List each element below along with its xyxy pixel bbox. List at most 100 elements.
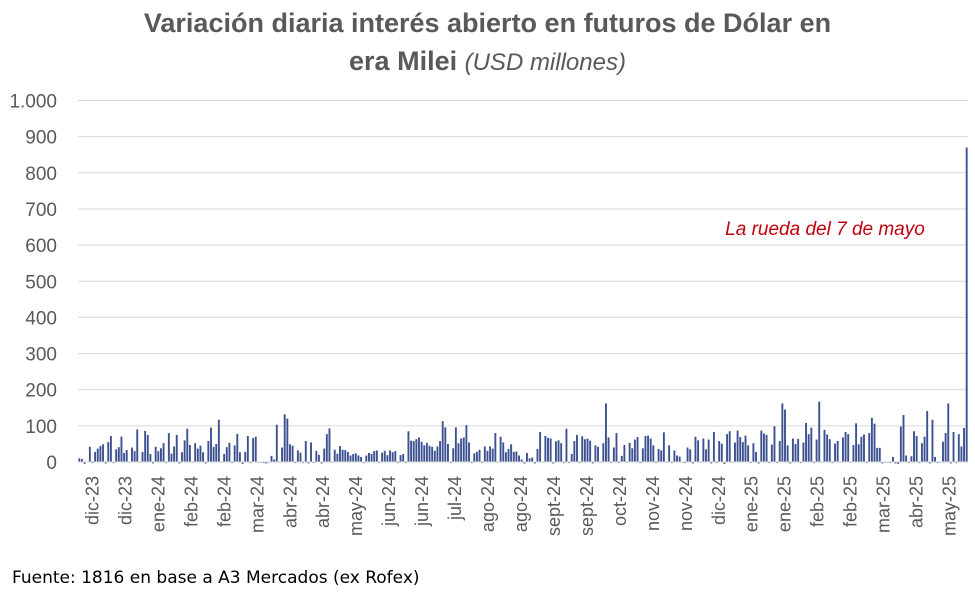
bar: [952, 431, 955, 462]
bar: [420, 441, 423, 462]
bar: [275, 424, 278, 462]
bar: [296, 450, 299, 462]
bar: [576, 434, 578, 462]
bar: [868, 433, 871, 462]
bar: [778, 441, 781, 462]
bar: [254, 436, 257, 462]
bar: [281, 447, 284, 462]
chart-title-units: (USD millones): [464, 49, 626, 76]
bar: [712, 431, 715, 462]
bar: [844, 431, 847, 462]
bar: [907, 462, 910, 464]
x-tick-label: feb-25: [808, 476, 828, 527]
bar: [396, 462, 399, 464]
bar: [657, 448, 660, 462]
bar: [115, 449, 118, 462]
bar: [694, 436, 697, 462]
bar: [813, 462, 815, 464]
bar: [436, 446, 439, 462]
bar: [381, 452, 384, 462]
y-tick-label: 400: [25, 308, 57, 329]
bar: [402, 454, 405, 462]
bar: [931, 419, 934, 462]
bar: [159, 448, 162, 462]
y-tick-label: 1.000: [9, 92, 57, 113]
bar: [362, 462, 365, 464]
bar: [705, 449, 707, 462]
bar: [691, 462, 694, 464]
bar: [776, 462, 779, 464]
bar: [328, 428, 331, 462]
bar: [926, 411, 929, 462]
bar: [870, 417, 873, 462]
bar: [710, 462, 713, 464]
bar: [236, 433, 239, 462]
bar: [805, 422, 808, 462]
bar: [173, 446, 176, 462]
bar: [265, 462, 268, 464]
bar: [102, 444, 104, 462]
bar: [736, 430, 739, 462]
bar: [615, 433, 618, 462]
bar: [286, 418, 289, 462]
bar: [112, 462, 115, 464]
bar: [215, 443, 218, 462]
bar: [578, 462, 581, 464]
bar: [570, 454, 573, 462]
bar: [547, 437, 549, 462]
bar: [223, 454, 226, 462]
bar: [920, 443, 923, 462]
bar: [304, 441, 307, 462]
bar: [194, 443, 197, 462]
bar: [565, 428, 568, 462]
bar: [612, 447, 615, 462]
bar: [726, 434, 729, 462]
bar: [81, 459, 83, 462]
bar: [633, 439, 636, 462]
bar: [133, 451, 136, 462]
x-tick-label: ago-24: [511, 476, 531, 532]
source-note: Fuente: 1816 en base a A3 Mercados (ex R…: [12, 568, 420, 588]
bar: [444, 427, 447, 462]
bar: [152, 462, 154, 464]
bar: [755, 451, 757, 462]
y-axis-labels: 0 100 200 300 400 500 600 700 800 900 1.000: [9, 92, 57, 475]
bar: [757, 462, 760, 464]
bar: [175, 434, 178, 462]
x-tick-label: mar-25: [874, 476, 894, 533]
bar: [852, 445, 855, 462]
bar: [910, 456, 913, 462]
bar: [515, 451, 518, 462]
bar: [855, 423, 858, 462]
bar: [88, 446, 91, 462]
bar: [902, 415, 905, 462]
x-tick-label: may-25: [940, 476, 960, 536]
bar: [486, 450, 489, 462]
bar: [447, 443, 449, 462]
bar: [494, 433, 497, 462]
bar: [686, 447, 689, 462]
chart-title-line1: Variación diaria interés abierto en futu…: [143, 8, 832, 38]
bar: [407, 431, 410, 462]
bar: [604, 403, 607, 462]
bar: [744, 435, 747, 462]
bar: [876, 447, 879, 462]
bar: [949, 462, 952, 464]
bar: [483, 446, 486, 462]
bar: [597, 446, 599, 462]
bar: [631, 448, 634, 462]
x-tick-label: jun-24: [379, 476, 399, 527]
x-tick-label: mar-24: [247, 476, 267, 533]
bar: [120, 436, 123, 462]
x-tick-label: feb-25: [841, 476, 861, 527]
bar: [773, 426, 776, 462]
bar: [865, 462, 868, 464]
bar: [718, 441, 721, 462]
bar: [720, 443, 723, 462]
bar: [944, 433, 947, 462]
bar: [233, 445, 236, 462]
bar: [107, 442, 110, 462]
bar: [536, 448, 539, 462]
bar: [404, 462, 407, 464]
bar: [457, 443, 460, 462]
